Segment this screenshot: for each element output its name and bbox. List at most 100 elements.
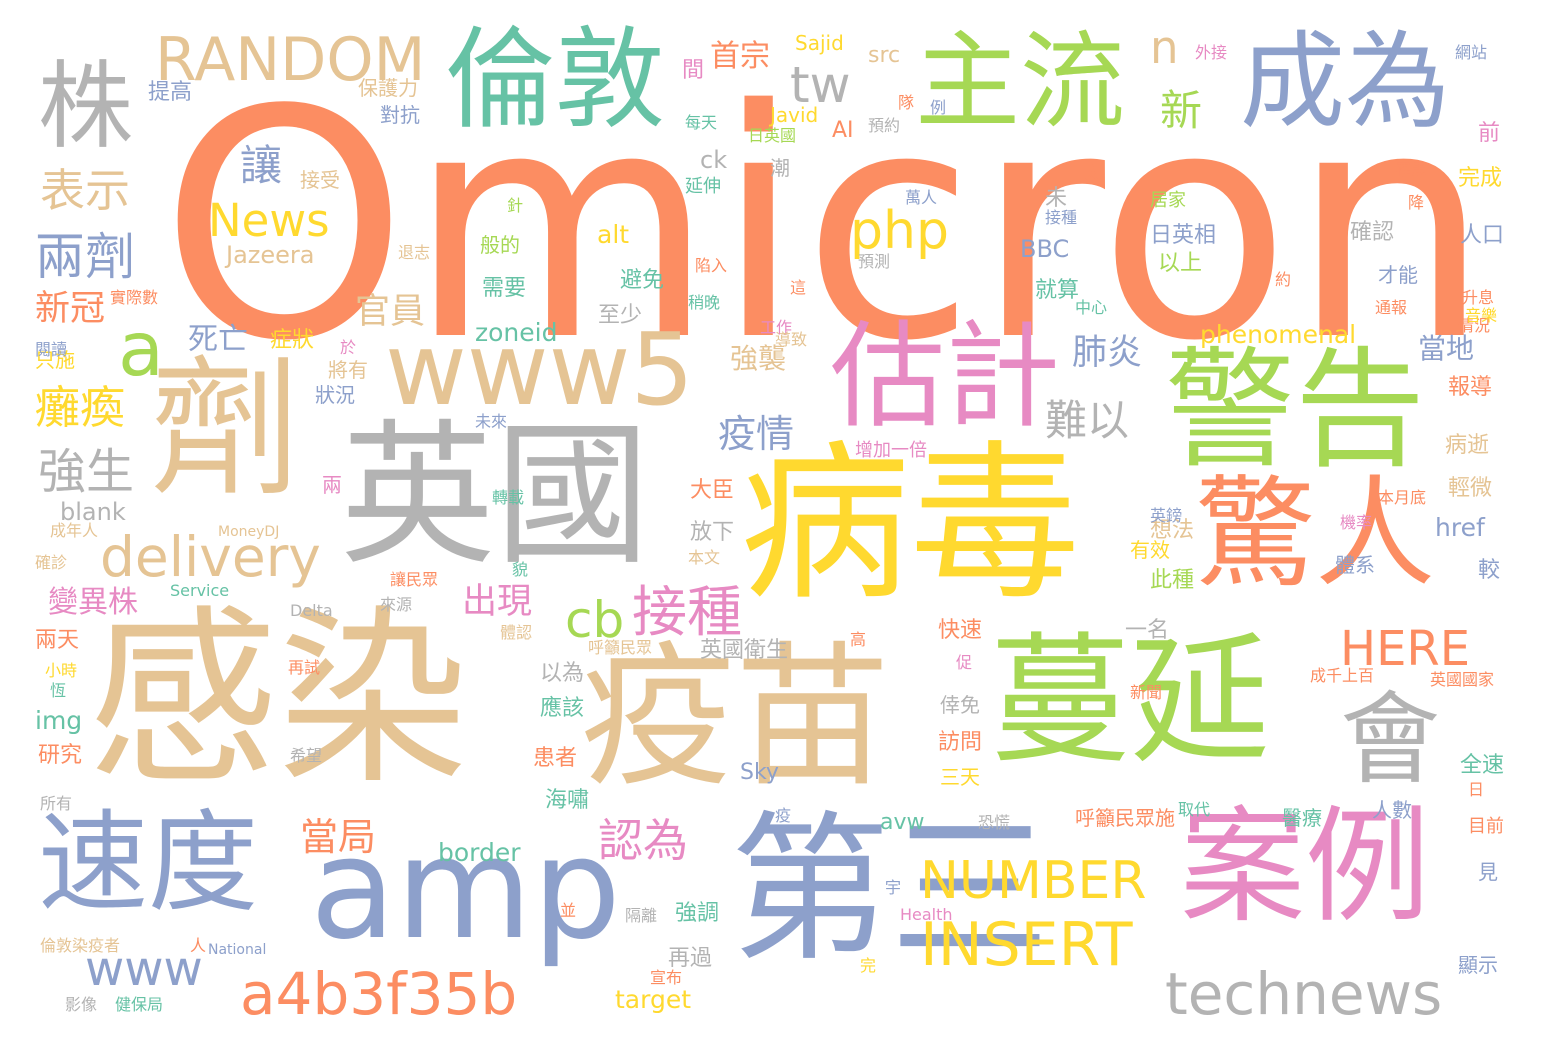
word-cjk-153: 英國國家	[1430, 670, 1495, 689]
word-cjk-122: 兩	[322, 473, 342, 497]
word-phenomenal: phenomenal	[1200, 320, 1357, 349]
word-cjk-123: 兩天	[35, 628, 80, 653]
word-cjk-188: 退志	[398, 243, 431, 262]
word-cjk-100: 需要	[482, 276, 527, 301]
word-cjk-119: 放下	[690, 520, 735, 545]
word-cjk-84: 日英國	[748, 126, 797, 145]
word-cjk-4: 疫苗	[580, 627, 890, 808]
word-cjk-121: 轉載	[492, 488, 525, 507]
word-a: a	[118, 305, 164, 393]
word-cjk-159: 升息	[1462, 288, 1495, 307]
word-cjk-172: 中心	[1075, 298, 1108, 317]
word-cjk-2: 病毒	[740, 426, 1081, 624]
word-src: src	[868, 43, 901, 68]
word-cjk-192: 隊	[898, 93, 915, 112]
word-cjk-186: 於	[340, 338, 357, 357]
word-cjk-31: 接種	[632, 580, 743, 644]
word-cjk-49: 變異株	[48, 585, 138, 620]
word-cjk-161: 通報	[1375, 298, 1408, 317]
word-cjk-101: 至少	[598, 303, 643, 328]
word-cjk-108: 未來	[475, 412, 508, 431]
word-cjk-19: 株	[38, 52, 134, 162]
word-cjk-196: 促	[956, 653, 973, 672]
word-delta: Delta	[290, 601, 333, 620]
word-cjk-173: 未	[1045, 186, 1068, 211]
word-cjk-103: 將有	[328, 358, 368, 382]
word-cjk-12: 驚人	[1195, 465, 1435, 604]
word-cjk-126: 來源	[380, 595, 413, 614]
word-sky: Sky	[740, 760, 779, 785]
word-cjk-95: 延伸	[685, 176, 721, 197]
word-cjk-156: 英鎊	[1150, 506, 1183, 525]
word-cjk-43: 認為	[598, 814, 689, 867]
word-cjk-77: 保護力	[358, 76, 418, 100]
word-cjk-107: 閱讀	[35, 340, 68, 359]
word-cjk-140: 人數	[1372, 798, 1412, 822]
word-cjk-128: 一名	[1125, 618, 1170, 643]
word-cjk-176: 讓民眾	[390, 570, 439, 589]
word-cjk-150: 顯示	[1458, 953, 1498, 977]
word-cjk-147: 影像	[65, 995, 98, 1014]
word-cjk-5: 蔓延	[990, 620, 1271, 783]
word-cjk-146: 健保局	[115, 995, 164, 1014]
word-border: border	[438, 838, 521, 867]
word-cjk-115: 有效	[1130, 538, 1170, 562]
word-cjk-11: 速度	[38, 799, 258, 927]
word-cjk-110: 報導	[1448, 375, 1493, 400]
word-health: Health	[900, 905, 953, 924]
word-cjk-124: 成年人	[50, 521, 99, 540]
word-cjk-37: 讓	[240, 141, 283, 190]
word-cjk-185: 人	[190, 936, 207, 955]
word-cjk-138: 呼籲民眾施	[1075, 806, 1175, 830]
word-number: NUMBER	[920, 851, 1147, 911]
word-cjk-193: 恆	[50, 681, 67, 700]
word-alt: alt	[597, 220, 630, 249]
word-delivery: delivery	[100, 525, 321, 589]
word-cjk-134: 研究	[38, 743, 83, 768]
word-cjk-120: 本文	[688, 548, 721, 567]
word-cjk-78: 對抗	[380, 103, 420, 127]
word-amp: amp	[310, 808, 622, 971]
word-cjk-139: 醫療	[1282, 806, 1322, 830]
word-cjk-106: 只施	[35, 348, 75, 372]
word-cjk-131: 應該	[540, 696, 585, 721]
word-www: www	[85, 941, 203, 997]
word-random: RANDOM	[155, 25, 426, 95]
word-cjk-164: 預測	[858, 252, 891, 271]
word-cjk-97: 接種	[1045, 208, 1078, 227]
word-cjk-15: 主流	[915, 21, 1126, 143]
word-cjk-92: 以上	[1158, 251, 1203, 276]
word-www5: www5	[385, 311, 694, 428]
word-cjk-35: 表示	[40, 164, 131, 217]
word-cjk-177: 小時	[45, 661, 78, 680]
word-cjk-96: 針	[507, 196, 524, 215]
word-cjk-6: 警告	[1165, 334, 1426, 486]
word-cjk-158: 本月底	[1378, 488, 1427, 507]
word-cjk-46: 強生	[38, 444, 135, 500]
word-cjk-36: 兩劑	[35, 228, 135, 286]
word-cjk-160: 情況	[1458, 316, 1491, 335]
word-cjk-157: 機率	[1340, 513, 1373, 532]
word-cjk-10: 案例	[1180, 795, 1430, 940]
word-img: img	[35, 706, 83, 735]
word-cjk-98: 般的	[480, 233, 520, 257]
word-cjk-175: 呼籲民眾	[588, 638, 653, 657]
word-cjk-166: 萬人	[905, 188, 938, 207]
word-cjk-197: 疫	[775, 806, 792, 825]
word-cjk-137: 三天	[940, 765, 980, 789]
word-href: href	[1435, 513, 1485, 542]
word-cjk-184: 完	[860, 956, 877, 975]
word-cjk-181: 宇	[885, 878, 902, 897]
word-cjk-90: 才能	[1378, 263, 1418, 287]
word-cjk-8: 第三	[730, 796, 1051, 983]
word-bbc: BBC	[1020, 235, 1070, 263]
word-cjk-168: 降	[1408, 193, 1425, 212]
word-cjk-148: 倫敦染疫者	[40, 936, 121, 955]
word-cjk-191: 例	[930, 98, 947, 117]
word-cjk-91: 日英相	[1150, 223, 1217, 248]
word-cjk-47: 癱瘓	[35, 381, 126, 434]
word-avw: avw	[880, 810, 925, 835]
word-cjk-87: 完成	[1458, 166, 1503, 191]
word-cjk-109: 增加一倍	[855, 440, 927, 461]
